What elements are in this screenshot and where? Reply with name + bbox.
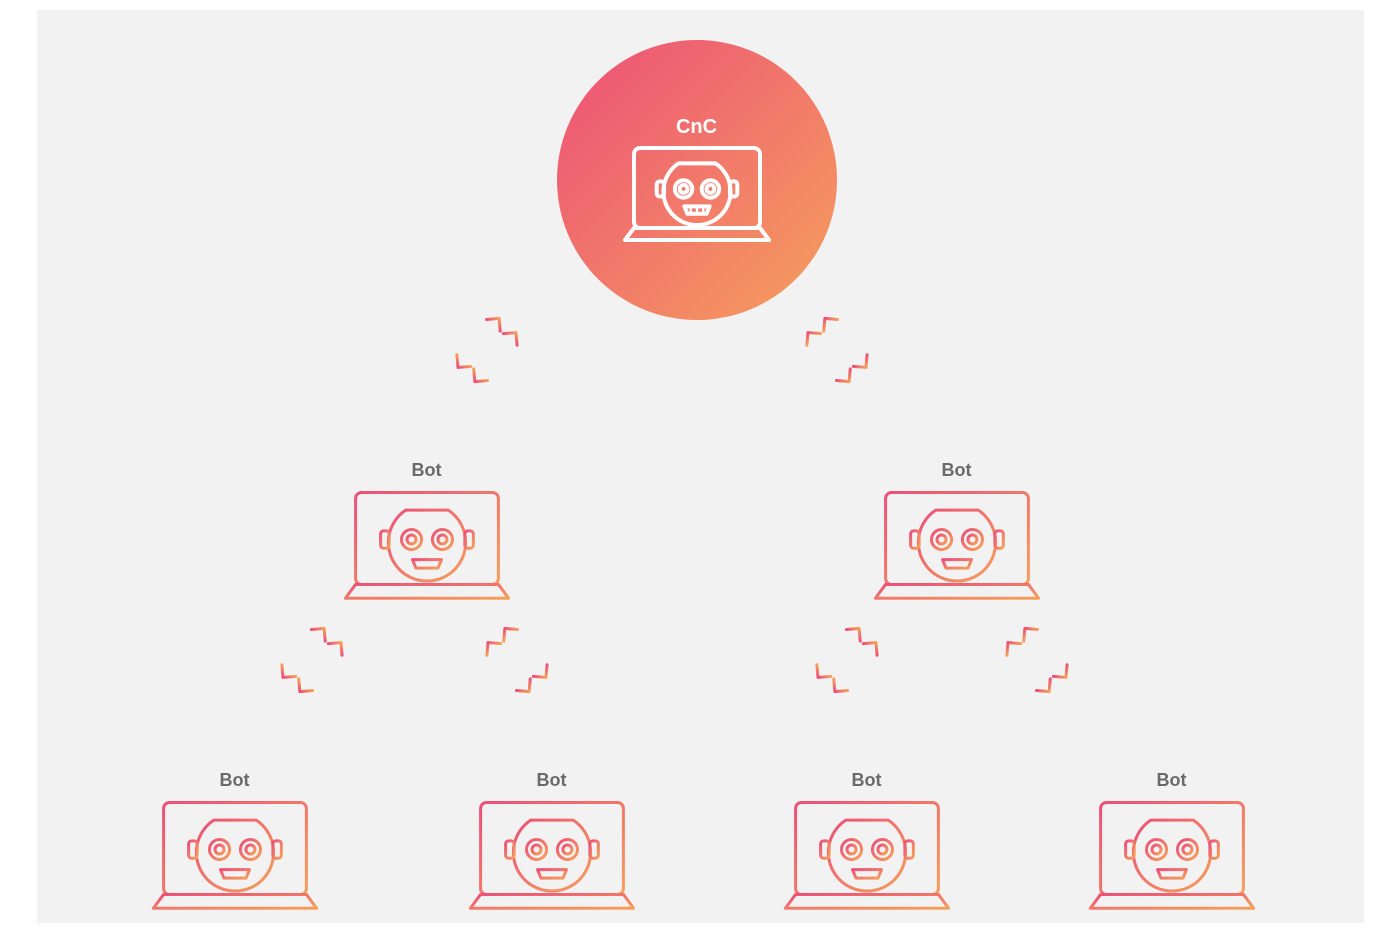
cnc-circle: CnC	[557, 40, 837, 320]
edge-arrows	[406, 270, 567, 431]
bot-laptop-icon	[342, 489, 512, 604]
bot-label: Bot	[782, 770, 952, 791]
node-bot-ll: Bot	[150, 770, 320, 914]
diagram-canvas: CnC Bot Bot Bot Bot Bot Bot	[37, 10, 1364, 923]
bot-label: Bot	[872, 460, 1042, 481]
cnc-label: CnC	[676, 116, 717, 139]
bot-label: Bot	[1087, 770, 1257, 791]
bot-laptop-icon	[1087, 799, 1257, 914]
node-bot-lr: Bot	[467, 770, 637, 914]
node-bot-rl: Bot	[782, 770, 952, 914]
node-bot-left: Bot	[342, 460, 512, 604]
bot-laptop-icon	[467, 799, 637, 914]
bot-label: Bot	[342, 460, 512, 481]
bot-laptop-icon	[872, 489, 1042, 604]
node-cnc: CnC	[557, 40, 837, 320]
bot-label: Bot	[150, 770, 320, 791]
bot-laptop-icon	[782, 799, 952, 914]
bot-label: Bot	[467, 770, 637, 791]
cnc-laptop-icon	[622, 145, 772, 245]
bot-laptop-icon	[150, 799, 320, 914]
node-bot-right: Bot	[872, 460, 1042, 604]
node-bot-rr: Bot	[1087, 770, 1257, 914]
